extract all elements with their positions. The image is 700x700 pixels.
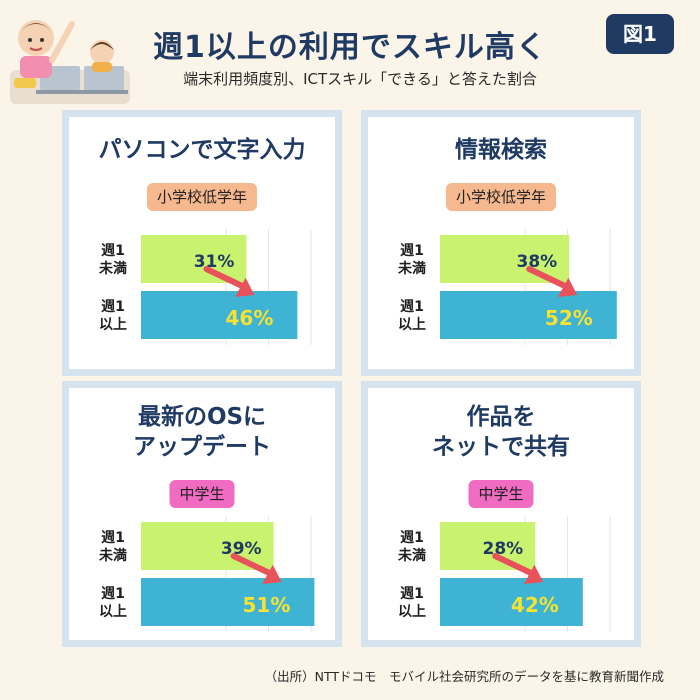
category-label: 週1 未満 <box>398 243 426 277</box>
bar-chart-search: 週1 未満 38% 週1 以上 52% <box>398 229 617 345</box>
increase-arrow-icon <box>203 266 255 298</box>
bar-weekly-or-more <box>440 578 583 626</box>
value-label: 28% <box>482 539 523 559</box>
value-label: 42% <box>511 593 559 617</box>
group-tag: 小学校低学年 <box>146 183 258 211</box>
panel-title: パソコンで文字入力 <box>98 137 306 163</box>
value-label: 39% <box>221 539 262 559</box>
page-subtitle: 端末利用頻度別、ICTスキル「できる」と答えた割合 <box>183 70 537 88</box>
increase-arrow-icon <box>492 553 544 585</box>
group-tag: 中学生 <box>468 480 534 508</box>
group-tag: 中学生 <box>169 480 235 508</box>
increase-arrow-icon <box>230 553 282 585</box>
category-label: 週1 未満 <box>398 530 426 564</box>
category-label: 週1 未満 <box>99 243 127 277</box>
bar-weekly-or-more <box>141 291 298 339</box>
category-label: 週1 以上 <box>99 299 127 333</box>
panel-title: 情報検索 <box>455 137 547 163</box>
figure-badge: 図1 <box>606 14 674 54</box>
panel-os-update: 最新のOSに アップデート 中学生 週1 未満 39% 週1 以上 51% <box>62 381 342 647</box>
value-label: 46% <box>226 306 274 330</box>
bar-chart-typing: 週1 未満 31% 週1 以上 46% <box>99 229 312 345</box>
children-laptop-illustration <box>10 20 130 104</box>
value-label: 52% <box>545 306 593 330</box>
category-label: 週1 以上 <box>99 586 127 620</box>
panel-title: 最新のOSに アップデート <box>133 404 271 460</box>
value-label: 38% <box>516 252 557 272</box>
panel-title: 作品を ネットで共有 <box>432 404 570 460</box>
group-tag: 小学校低学年 <box>445 183 557 211</box>
bar-less-than-weekly <box>141 235 247 283</box>
page-title: 週1以上の利用でスキル高く <box>153 30 547 65</box>
bar-less-than-weekly <box>440 522 536 570</box>
source-note: （出所）NTTドコモ モバイル社会研究所のデータを基に教育新聞作成 <box>264 669 664 684</box>
bar-weekly-or-more <box>440 291 617 339</box>
value-label: 31% <box>194 252 235 272</box>
increase-arrow-icon <box>526 266 578 298</box>
bar-chart-os-update: 週1 未満 39% 週1 以上 51% <box>99 516 315 632</box>
category-label: 週1 未満 <box>99 530 127 564</box>
panel-share: 作品を ネットで共有 中学生 週1 未満 28% 週1 以上 42% <box>361 381 641 647</box>
bar-chart-share: 週1 未満 28% 週1 以上 42% <box>398 516 611 632</box>
panel-search: 情報検索 小学校低学年 週1 未満 38% 週1 以上 52% <box>361 110 641 376</box>
value-label: 51% <box>243 593 291 617</box>
category-label: 週1 以上 <box>398 299 426 333</box>
bar-weekly-or-more <box>141 578 315 626</box>
panel-typing: パソコンで文字入力 小学校低学年 週1 未満 31% 週1 以上 46% <box>62 110 342 376</box>
category-label: 週1 以上 <box>398 586 426 620</box>
